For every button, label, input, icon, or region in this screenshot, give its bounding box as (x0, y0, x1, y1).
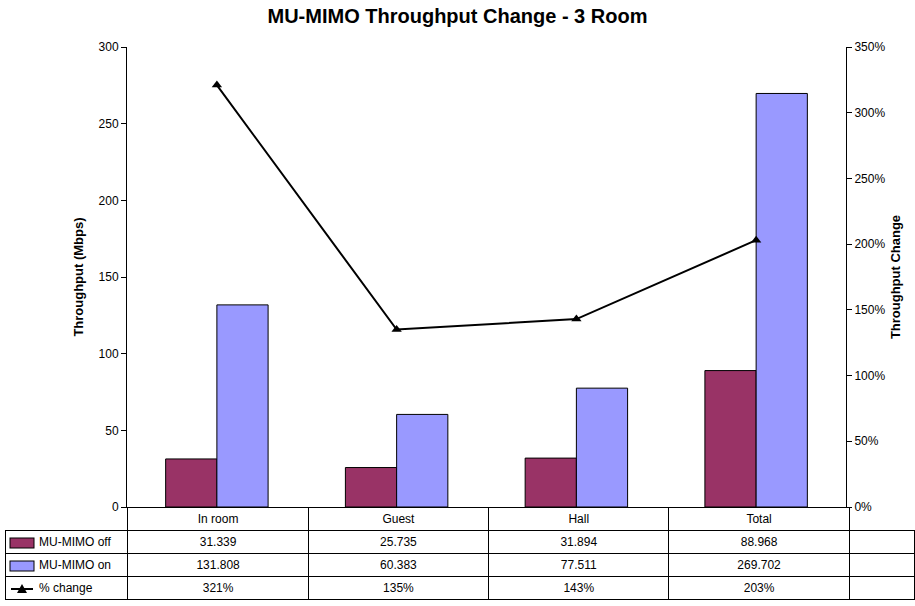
html-text:143%: 143% (563, 581, 595, 595)
html-text:269.702: 269.702 (737, 558, 781, 572)
html-text:Total: Total (746, 512, 772, 526)
svg-text:250: 250 (99, 117, 119, 131)
html-text:31.339: 31.339 (199, 535, 237, 549)
svg-text:MU-MIMO Throughput Change - 3: MU-MIMO Throughput Change - 3 Room (268, 5, 648, 27)
svg-text:300%: 300% (854, 106, 885, 120)
svg-text:150: 150 (99, 270, 119, 284)
svg-text:50%: 50% (854, 434, 878, 448)
html-text:Guest: Guest (382, 512, 415, 526)
svg-text:0%: 0% (854, 500, 872, 515)
svg-text:50: 50 (105, 424, 119, 438)
html-text:31.894: 31.894 (560, 535, 598, 549)
html-text:203%: 203% (743, 581, 775, 595)
html-text:60.383: 60.383 (380, 558, 417, 572)
html-text:135%: 135% (383, 581, 414, 595)
svg-text:250%: 250% (854, 172, 885, 186)
html-text:In room: In room (197, 512, 239, 526)
html-text:MU-MIMO off: MU-MIMO off (39, 535, 111, 549)
svg-text:Throughput Change: Throughput Change (888, 215, 903, 339)
svg-text:100: 100 (99, 347, 119, 361)
html-text:131.808: 131.808 (196, 558, 240, 572)
html-text:Hall: Hall (568, 512, 590, 526)
svg-text:Throughput (Mbps): Throughput (Mbps) (71, 217, 86, 336)
html-text:321%: 321% (202, 581, 234, 595)
html-text:88.968: 88.968 (740, 535, 778, 549)
html-text:MU-MIMO on: MU-MIMO on (39, 558, 111, 572)
svg-text:300: 300 (99, 40, 119, 54)
svg-text:200%: 200% (854, 237, 885, 251)
svg-text:0: 0 (112, 500, 119, 514)
svg-text:200: 200 (99, 194, 119, 208)
svg-text:150%: 150% (854, 303, 885, 317)
html-text:77.511: 77.511 (560, 558, 597, 572)
html-text:25.735: 25.735 (380, 535, 417, 549)
svg-text:100%: 100% (854, 369, 885, 383)
html-text:% change: % change (39, 581, 93, 595)
svg-text:350%: 350% (854, 40, 885, 54)
